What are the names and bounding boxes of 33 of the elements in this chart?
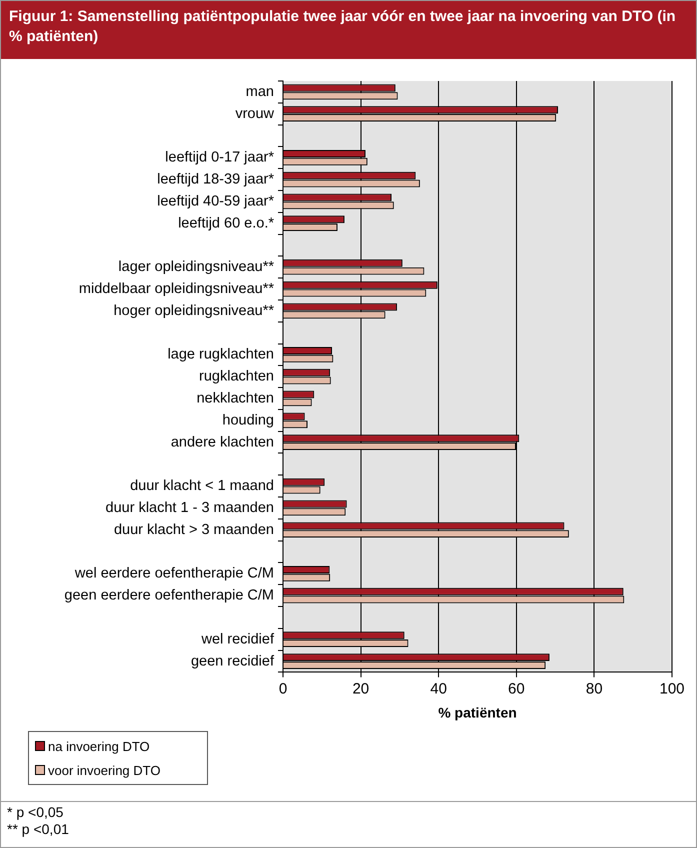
- y-tick-label: houding: [222, 412, 274, 428]
- x-tick-label: 60: [508, 680, 525, 698]
- legend-label: na invoering DTO: [48, 738, 150, 754]
- legend-label: voor invoering DTO: [48, 762, 160, 778]
- y-tick-label: geen recidief: [190, 653, 275, 670]
- y-tick-label: lager opleidingsniveau**: [118, 259, 274, 276]
- y-tick-label: andere klachten: [170, 434, 274, 450]
- y-tick-label: man: [246, 84, 274, 100]
- y-tick-label: leeftijd 40-59 jaar*: [157, 193, 274, 210]
- y-tick-label: leeftijd 0-17 jaar*: [165, 150, 274, 166]
- y-tick-label: nekklachten: [196, 390, 274, 406]
- x-tick-label: 20: [352, 680, 370, 698]
- x-tick-label: 40: [430, 680, 447, 698]
- x-axis-title: % patiënten: [438, 704, 517, 720]
- y-tick-label: hoger opleidingsniveau**: [114, 302, 274, 319]
- y-tick-label: leeftijd 18-39 jaar*: [157, 172, 274, 188]
- x-tick-label: 100: [659, 680, 685, 698]
- text: * p <0,05: [7, 804, 64, 821]
- y-tick-label: duur klacht 1 - 3 maanden: [106, 500, 274, 516]
- y-tick-label: wel recidief: [200, 631, 275, 648]
- chart-title: Figuur 1: Samenstelling patiëntpopulatie twee jaar vóór en twee jaar na invoering van DTO (in % patiënten): [1, 1, 696, 59]
- y-tick-label: vrouw: [235, 106, 275, 122]
- y-tick-label: middelbaar opleidingsniveau**: [78, 281, 274, 298]
- y-tick-label: lage rugklachten: [168, 346, 274, 363]
- y-tick-label: leeftijd 60 e.o.*: [178, 215, 274, 232]
- y-tick-label: duur klacht > 3 maanden: [114, 522, 274, 538]
- text: ** p <0,01: [7, 821, 70, 838]
- y-tick-label: duur klacht < 1 maand: [130, 478, 274, 494]
- x-tick-label: 80: [586, 680, 603, 698]
- y-tick-label: geen eerdere oefentherapie C/M: [64, 588, 274, 604]
- y-tick-label: rugklachten: [199, 368, 274, 385]
- x-tick-label: 0: [278, 680, 288, 698]
- y-tick-label: wel eerdere oefentherapie C/M: [74, 566, 274, 582]
